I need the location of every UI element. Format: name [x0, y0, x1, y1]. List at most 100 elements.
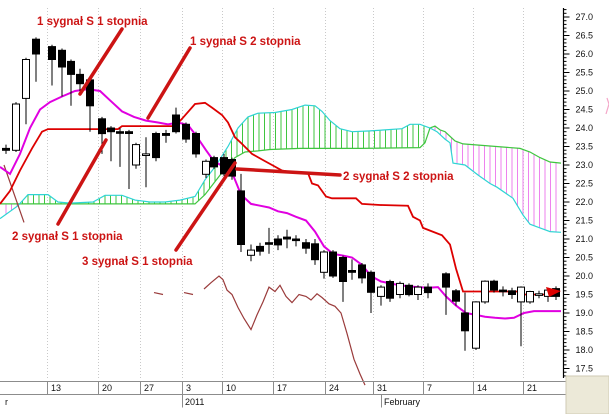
candle-body — [12, 103, 20, 151]
candle — [107, 126, 115, 162]
candle-body — [125, 131, 133, 134]
candle — [67, 59, 75, 106]
candle — [461, 292, 469, 351]
end-arrow-icon — [546, 287, 561, 297]
candle — [162, 129, 170, 143]
y-axis-label: 26.5 — [576, 31, 594, 41]
candle — [48, 44, 56, 86]
candle — [414, 285, 422, 300]
candle — [424, 283, 432, 299]
signal-annotations: 1 sygnał S 1 stopnia 1 sygnał S 2 stopnia… — [12, 16, 454, 268]
y-axis-label: 22.0 — [576, 197, 594, 207]
candle — [116, 128, 124, 167]
annotation-label: 2 sygnał S 1 stopnia — [12, 231, 123, 243]
chikou-segment — [3, 164, 25, 223]
y-axis-label: 23.0 — [576, 160, 594, 170]
annotation-label: 1 sygnał S 2 stopnia — [190, 36, 301, 48]
candle-body — [490, 280, 498, 291]
chikou-segment — [203, 275, 366, 386]
candle — [292, 235, 300, 247]
candle-body — [67, 60, 75, 75]
candle — [192, 131, 200, 158]
candle — [320, 250, 328, 279]
candle — [481, 280, 489, 304]
candle — [348, 259, 356, 280]
candle-body — [274, 238, 282, 246]
candle — [499, 286, 507, 297]
annotation-arrow — [174, 161, 237, 252]
candle — [142, 137, 150, 188]
candle-body — [32, 38, 40, 55]
candle-body — [508, 290, 516, 295]
candle-body — [481, 280, 489, 303]
y-axis-label: 26.0 — [576, 49, 594, 59]
candle — [472, 301, 480, 350]
candle-body — [405, 284, 413, 296]
signal-annotation: 1 sygnał S 2 stopnia — [146, 36, 301, 120]
candle — [182, 122, 190, 143]
y-axis-label: 24.0 — [576, 123, 594, 133]
candle-body — [283, 236, 291, 240]
candle-body — [247, 249, 255, 256]
month-label: February — [384, 397, 421, 407]
candle — [508, 287, 516, 299]
y-axis-label: 18.0 — [576, 345, 594, 355]
y-axis-label: 21.5 — [576, 216, 594, 226]
candle-body — [358, 264, 366, 279]
candle — [132, 142, 140, 169]
tenkan-line — [0, 88, 561, 320]
candle-body — [220, 157, 228, 175]
y-axis-label: 19.0 — [576, 308, 594, 318]
week-label: 3 — [186, 383, 191, 393]
candle-body — [116, 131, 124, 134]
candle — [517, 286, 525, 347]
candle — [256, 242, 264, 256]
candle-body — [152, 133, 160, 159]
candle-body — [132, 144, 140, 166]
candle — [526, 290, 534, 304]
candle — [302, 239, 310, 254]
candle-body — [452, 290, 460, 302]
candle — [265, 227, 273, 254]
candle-body — [348, 270, 356, 273]
week-label: 20 — [102, 383, 112, 393]
candle-body — [461, 312, 469, 332]
candle — [274, 235, 282, 251]
candle — [22, 57, 30, 125]
candle — [58, 48, 66, 97]
y-axis-label: 20.0 — [576, 271, 594, 281]
candle — [358, 263, 366, 284]
candle — [2, 144, 10, 154]
month-label: 2011 — [185, 397, 204, 407]
candle-body — [292, 238, 300, 242]
y-axis-label: 20.5 — [576, 253, 594, 263]
y-axis-label: 25.5 — [576, 68, 594, 78]
candle — [220, 153, 228, 177]
chikou-segment — [183, 292, 194, 296]
candle — [210, 155, 218, 169]
candle-body — [517, 286, 525, 303]
candle — [152, 131, 160, 162]
annotation-arrow — [56, 138, 108, 226]
candle — [12, 102, 20, 152]
y-axis-label: 24.5 — [576, 105, 594, 115]
candle-body — [237, 190, 245, 245]
grid — [47, 8, 524, 378]
week-label: 14 — [477, 383, 487, 393]
y-axis-label: 22.5 — [576, 179, 594, 189]
y-axis-label: 19.5 — [576, 290, 594, 300]
candle — [76, 68, 84, 91]
candle-body — [377, 286, 385, 297]
week-label: 31 — [377, 383, 387, 393]
candle — [237, 173, 245, 252]
y-axis-label: 25.0 — [576, 86, 594, 96]
candle-body — [442, 273, 450, 288]
candle — [490, 279, 498, 293]
candle-body — [256, 245, 264, 252]
candle-body — [98, 118, 106, 135]
annotation-arrow — [78, 27, 124, 96]
candle — [339, 255, 347, 302]
candle-body — [172, 114, 180, 133]
candle-body — [22, 59, 30, 99]
